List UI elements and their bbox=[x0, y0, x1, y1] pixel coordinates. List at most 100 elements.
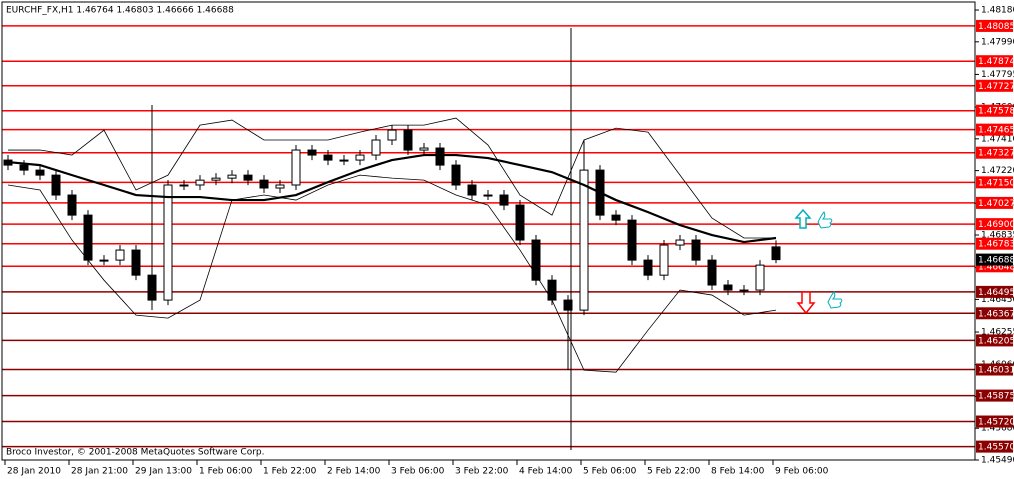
up-arrow bbox=[794, 208, 812, 229]
level-box bbox=[976, 176, 1013, 189]
level-label: 1.47027 bbox=[978, 199, 1014, 209]
y-tick-label: 1.45490 bbox=[981, 456, 1014, 466]
candle-body bbox=[179, 184, 189, 187]
candle-body bbox=[115, 249, 125, 261]
level-box bbox=[976, 440, 1013, 453]
y-tick-label: 1.48180 bbox=[981, 6, 1014, 16]
x-tick-label: 5 Feb 22:00 bbox=[647, 467, 701, 477]
level-box bbox=[976, 334, 1013, 347]
candle-body bbox=[499, 194, 509, 206]
level-box bbox=[976, 196, 1013, 209]
candle-body bbox=[531, 239, 541, 281]
level-box bbox=[976, 415, 1013, 428]
y-tick-label: 1.47795 bbox=[981, 70, 1014, 80]
level-box bbox=[976, 104, 1013, 117]
candle-body bbox=[451, 164, 461, 186]
level-box bbox=[976, 285, 1013, 298]
candle-body bbox=[515, 204, 525, 241]
candle-body bbox=[371, 139, 381, 156]
candle-body bbox=[627, 219, 637, 261]
level-label: 1.46205 bbox=[978, 336, 1014, 346]
candle-body bbox=[707, 259, 717, 286]
candle-body bbox=[51, 174, 61, 196]
candle-body bbox=[307, 149, 317, 156]
last-price-label: 1.46688 bbox=[978, 256, 1014, 266]
level-box bbox=[976, 389, 1013, 402]
level-label: 1.46783 bbox=[978, 240, 1014, 250]
down-arrow bbox=[796, 291, 816, 315]
y-tick-label: 1.46835 bbox=[981, 231, 1014, 241]
x-tick-label: 3 Feb 22:00 bbox=[455, 467, 509, 477]
candle-body bbox=[275, 184, 285, 189]
candle-body bbox=[147, 274, 157, 301]
x-tick-label: 1 Feb 06:00 bbox=[199, 467, 253, 477]
candle-body bbox=[435, 147, 445, 166]
level-box bbox=[976, 19, 1013, 32]
candle-body bbox=[723, 284, 733, 291]
indicator-line bbox=[8, 117, 776, 239]
candle-body bbox=[611, 214, 621, 221]
level-label: 1.46900 bbox=[978, 220, 1014, 230]
candle-body bbox=[755, 264, 765, 291]
buy-signal bbox=[794, 208, 833, 229]
level-label: 1.46648 bbox=[978, 262, 1014, 272]
y-tick-label: 1.47990 bbox=[981, 37, 1014, 47]
candle-body bbox=[195, 179, 205, 186]
candle-body bbox=[211, 177, 221, 181]
sell-signal bbox=[796, 291, 843, 315]
footer: Broco Investor, © 2001-2008 MetaQuotes S… bbox=[6, 448, 265, 458]
level-label: 1.46367 bbox=[978, 309, 1014, 319]
level-label: 1.47150 bbox=[978, 178, 1014, 188]
indicator-line bbox=[7, 153, 777, 244]
level-box bbox=[976, 363, 1013, 376]
candle-body bbox=[563, 299, 573, 311]
candle-body bbox=[547, 279, 557, 301]
candle-body bbox=[259, 179, 269, 189]
candle-body bbox=[387, 129, 397, 141]
level-label: 1.47327 bbox=[978, 149, 1014, 159]
x-tick-label: 28 Jan 21:00 bbox=[71, 467, 128, 477]
level-label: 1.48085 bbox=[978, 22, 1014, 32]
candle-body bbox=[739, 289, 749, 292]
y-tick-label: 1.45680 bbox=[981, 424, 1014, 434]
axis-layer: 1.481801.479901.477951.476001.474101.472… bbox=[4, 6, 1014, 477]
hand-icon bbox=[827, 291, 843, 309]
hand-icon bbox=[817, 211, 833, 229]
candle-body bbox=[291, 149, 301, 186]
level-box bbox=[976, 146, 1013, 159]
candle-body bbox=[243, 174, 253, 181]
plot-frame bbox=[1, 1, 976, 461]
y-tick-label: 1.47410 bbox=[981, 134, 1014, 144]
x-tick-label: 4 Feb 14:00 bbox=[519, 467, 573, 477]
y-tick-label: 1.46450 bbox=[981, 295, 1014, 305]
candle-body bbox=[419, 147, 429, 151]
level-label: 1.47578 bbox=[978, 107, 1014, 117]
x-tick-label: 5 Feb 06:00 bbox=[583, 467, 637, 477]
candle-body bbox=[355, 154, 365, 161]
candle-body bbox=[579, 169, 589, 311]
candle-body bbox=[67, 194, 77, 216]
level-box bbox=[976, 123, 1013, 136]
candle-body bbox=[83, 214, 93, 261]
level-label: 1.47465 bbox=[978, 126, 1014, 136]
x-tick-label: 3 Feb 06:00 bbox=[391, 467, 445, 477]
level-box bbox=[976, 307, 1013, 320]
level-box bbox=[976, 237, 1013, 250]
x-tick-label: 8 Feb 14:00 bbox=[711, 467, 765, 477]
candle-body bbox=[643, 259, 653, 276]
x-tick-label: 9 Feb 06:00 bbox=[775, 467, 829, 477]
x-tick-label: 28 Jan 2010 bbox=[7, 467, 61, 477]
candle-body bbox=[163, 184, 173, 301]
candle-body bbox=[35, 169, 45, 176]
candle-body bbox=[771, 246, 781, 261]
candle-body bbox=[659, 244, 669, 276]
level-label: 1.45570 bbox=[978, 443, 1014, 453]
last-price-box bbox=[976, 253, 1013, 266]
level-label: 1.45720 bbox=[978, 418, 1014, 428]
level-box bbox=[976, 79, 1013, 92]
y-tick-label: 1.46255 bbox=[981, 328, 1014, 338]
mark-layer bbox=[3, 105, 781, 373]
candle-body bbox=[99, 259, 109, 262]
level-label: 1.46495 bbox=[978, 288, 1014, 298]
